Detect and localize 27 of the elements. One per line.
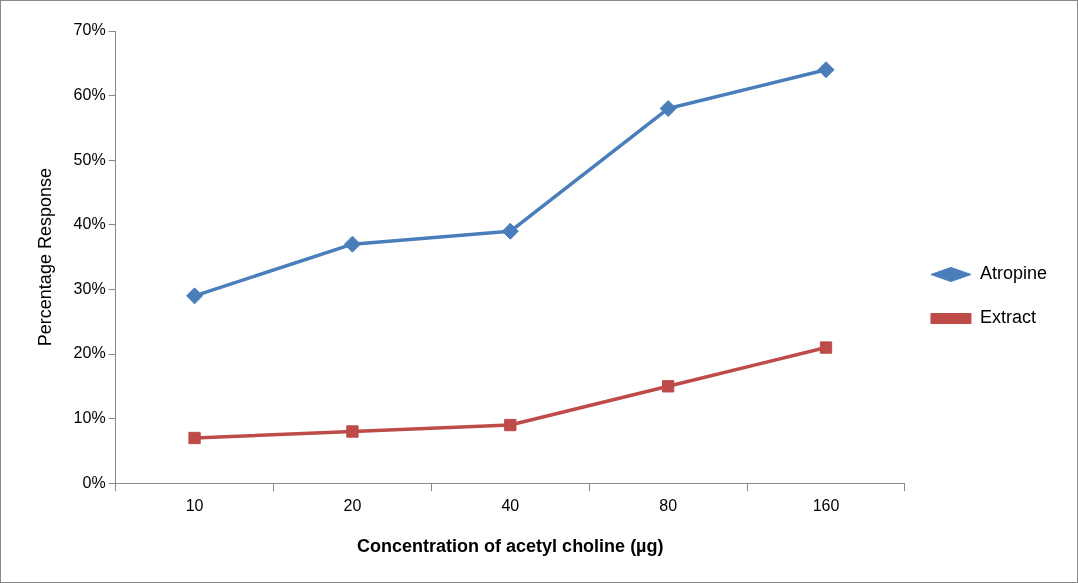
point	[343, 235, 361, 253]
point	[188, 431, 201, 445]
point	[346, 425, 359, 438]
point	[662, 380, 675, 393]
y-tick-label: 70%	[73, 21, 106, 39]
point	[186, 287, 204, 305]
y-tick-label: 20%	[73, 344, 106, 362]
y-tick-label: 0%	[82, 473, 106, 491]
x-axis-title: Concentration of acetyl choline (µg)	[357, 536, 664, 557]
point	[817, 61, 835, 79]
point	[504, 418, 517, 432]
x-tick-label: 80	[659, 497, 678, 515]
y-tick-label: 30%	[73, 279, 106, 297]
y-tick-label: 10%	[73, 409, 106, 427]
point	[819, 341, 833, 354]
point	[501, 222, 519, 240]
y-tick-label: 60%	[73, 86, 106, 104]
point	[659, 100, 677, 118]
y-tick-label: 50%	[73, 150, 106, 168]
y-axis-title: Percentage Response	[34, 168, 55, 347]
legend-label: Atropine	[979, 263, 1047, 284]
x-tick-label: 160	[812, 497, 840, 515]
x-tick-label: 20	[343, 497, 362, 515]
legend-label: Extract	[979, 307, 1036, 328]
x-tick-label: 10	[185, 497, 204, 515]
y-tick-label: 40%	[73, 215, 106, 233]
x-tick-label: 40	[501, 497, 520, 515]
